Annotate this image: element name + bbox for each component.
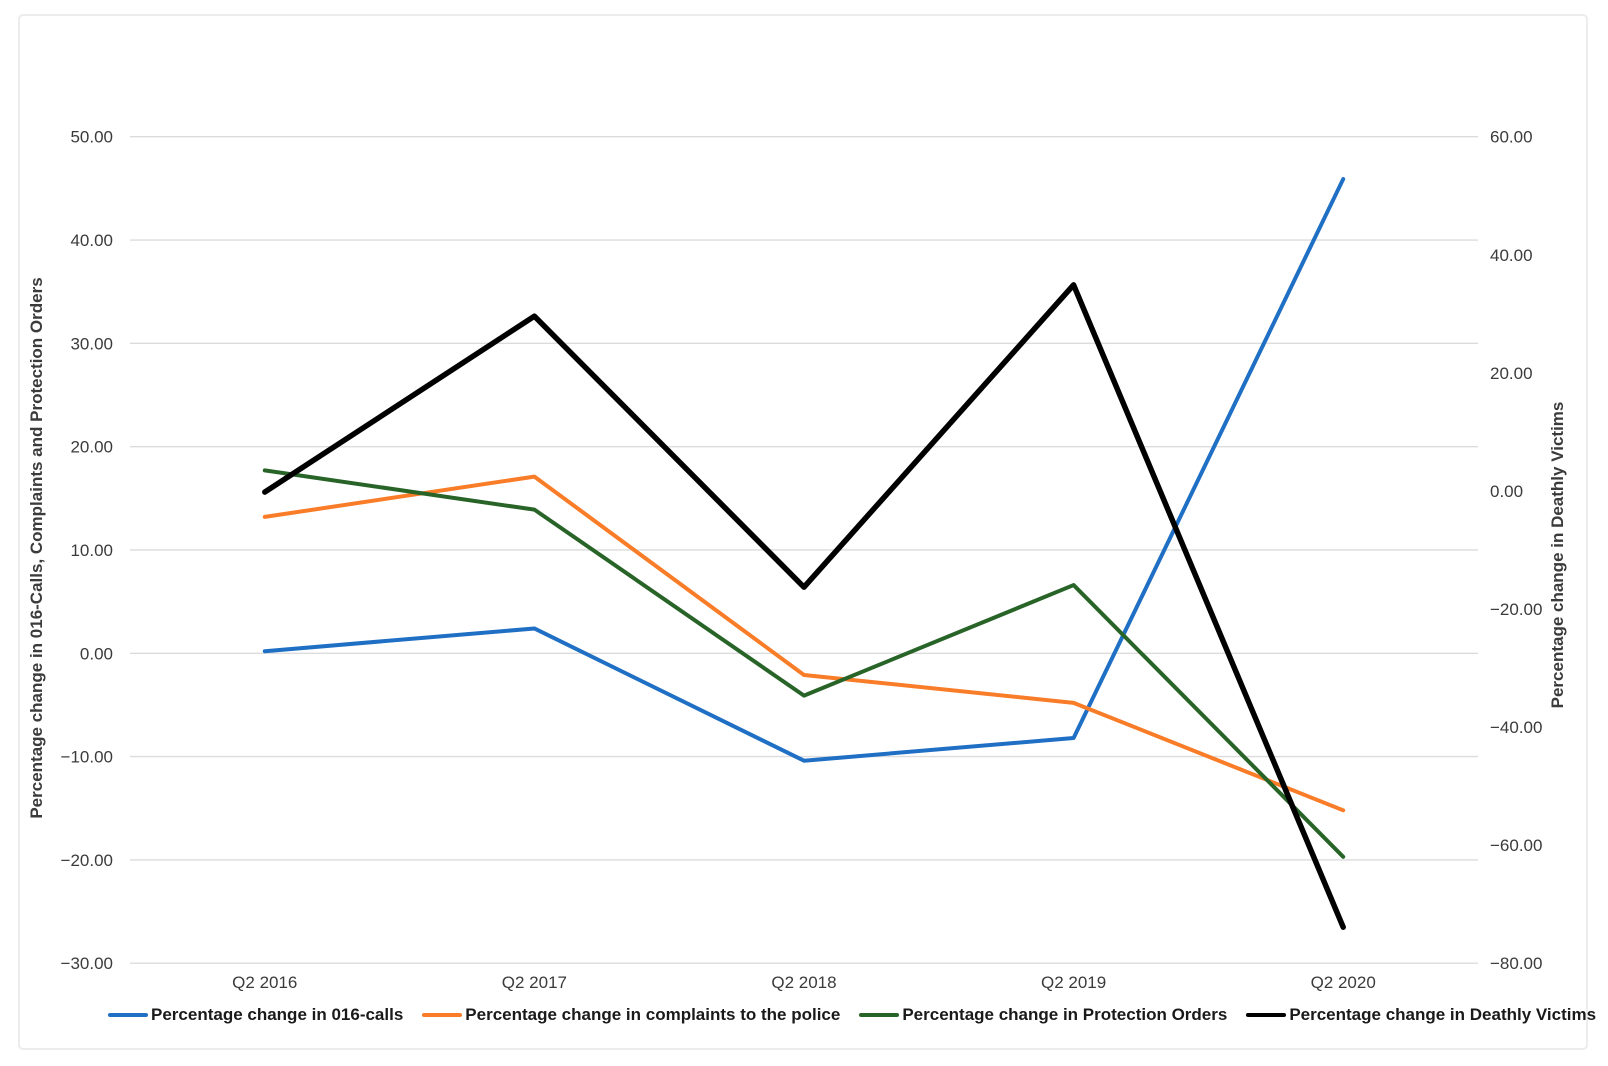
legend-item-deathly-victims: Percentage change in Deathly Victims xyxy=(1246,1005,1596,1025)
right-axis-tick-label: 20.00 xyxy=(1490,364,1533,383)
legend-swatch-protection-orders xyxy=(859,1013,900,1017)
right-axis-tick-label: −40.00 xyxy=(1490,718,1542,737)
left-axis-tick-label: −20.00 xyxy=(61,851,113,870)
legend-label: Percentage change in 016-calls xyxy=(151,1005,404,1024)
legend-item-protection-orders: Percentage change in Protection Orders xyxy=(859,1005,1227,1025)
right-axis-tick-label: 40.00 xyxy=(1490,246,1533,265)
x-axis-label: Q2 2016 xyxy=(232,973,297,992)
series-line-protection-orders xyxy=(262,468,1346,859)
x-axis-label: Q2 2018 xyxy=(771,973,836,992)
left-axis-tick-label: 10.00 xyxy=(70,541,113,560)
left-axis-tick-label: 40.00 xyxy=(70,231,113,250)
legend-swatch-deathly-victims xyxy=(1246,1013,1287,1017)
legend-label: Percentage change in complaints to the p… xyxy=(465,1005,841,1024)
right-axis-tick-label: 60.00 xyxy=(1490,128,1533,147)
right-axis-tick-label: −20.00 xyxy=(1490,600,1542,619)
series-line-016-calls xyxy=(262,177,1346,763)
right-axis-tick-label: 0.00 xyxy=(1490,482,1523,501)
series-line-deathly-victims xyxy=(262,282,1346,930)
legend-label: Percentage change in Deathly Victims xyxy=(1289,1005,1597,1024)
left-axis-tick-label: −10.00 xyxy=(61,748,113,767)
legend-item-016-calls: Percentage change in 016-calls xyxy=(108,1005,403,1025)
x-axis-label: Q2 2020 xyxy=(1311,973,1376,992)
legend: Percentage change in 016-calls Percentage… xyxy=(108,1005,1596,1025)
x-axis-label: Q2 2019 xyxy=(1041,973,1106,992)
left-axis-tick-label: 20.00 xyxy=(70,438,113,457)
left-axis-tick-label: 50.00 xyxy=(70,128,113,147)
legend-item-complaints: Percentage change in complaints to the p… xyxy=(422,1005,840,1025)
series-line-complaints xyxy=(262,474,1346,813)
right-axis-tick-label: −60.00 xyxy=(1490,836,1542,855)
right-axis-tick-label: −80.00 xyxy=(1490,954,1542,973)
legend-swatch-complaints xyxy=(422,1013,463,1017)
legend-label: Percentage change in Protection Orders xyxy=(902,1005,1228,1024)
x-axis-label: Q2 2017 xyxy=(502,973,567,992)
left-axis-tick-label: −30.00 xyxy=(61,954,113,973)
left-axis-tick-label: 0.00 xyxy=(80,644,113,663)
figure-border xyxy=(18,14,1588,1050)
legend-swatch-016-calls xyxy=(108,1013,148,1017)
left-axis-tick-label: 30.00 xyxy=(70,334,113,353)
